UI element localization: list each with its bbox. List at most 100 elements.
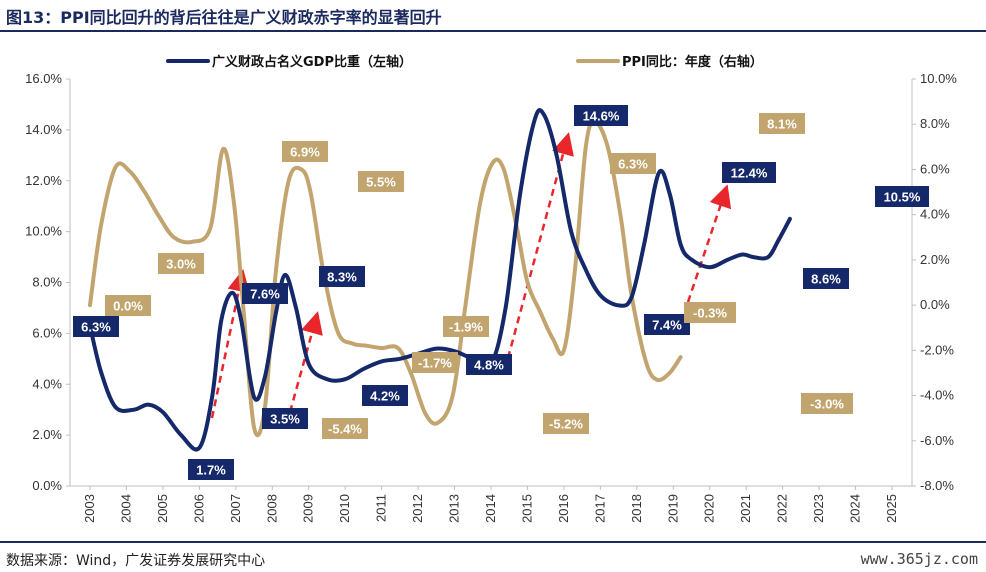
data-label: 8.6%	[803, 268, 849, 289]
data-label-box	[722, 162, 776, 183]
data-label-text: 3.5%	[270, 412, 300, 427]
trend-arrow	[506, 132, 574, 359]
x-tick-label: 2011	[374, 494, 389, 522]
data-label-text: 0.0%	[113, 299, 143, 314]
data-label: 7.4%	[644, 314, 690, 335]
data-label-text: 12.4%	[731, 166, 768, 181]
data-label: 6.9%	[282, 141, 328, 162]
data-label: -5.2%	[543, 413, 589, 434]
data-label-text: -1.9%	[449, 320, 483, 335]
x-tick-label: 2004	[118, 494, 133, 523]
data-label-text: 3.0%	[166, 257, 196, 272]
data-label-box	[759, 113, 805, 134]
legend-label-left: 广义财政占名义GDP比重（左轴）	[212, 54, 412, 70]
y-right-tick-label: 8.0%	[920, 116, 950, 131]
y-right-tick-label: 6.0%	[920, 161, 950, 176]
data-label: -1.9%	[443, 316, 489, 337]
x-tick-label: 2009	[301, 494, 316, 523]
data-label-box	[803, 268, 849, 289]
chart-legend: 广义财政占名义GDP比重（左轴） PPI同比：年度（右轴）	[166, 54, 763, 70]
data-label: 3.5%	[262, 408, 308, 429]
data-label-text: 1.7%	[196, 463, 226, 478]
y-left-tick-label: 6.0%	[32, 325, 62, 340]
data-label-box	[358, 171, 404, 192]
data-label-text: 6.3%	[81, 320, 111, 335]
data-label-box	[412, 352, 458, 373]
x-tick-label: 2008	[264, 494, 279, 523]
data-label: 6.3%	[610, 153, 656, 174]
data-label-box	[875, 186, 929, 207]
data-label-text: -5.4%	[328, 422, 362, 437]
y-right-tick-label: 2.0%	[920, 252, 950, 267]
x-tick-label: 2012	[410, 494, 425, 523]
x-tick-label: 2013	[447, 494, 462, 523]
trend-arrow	[686, 184, 732, 303]
data-label-box	[282, 141, 328, 162]
series-line-ppi	[88, 120, 683, 438]
data-label-text: -0.3%	[693, 306, 727, 321]
x-tick-label: 2005	[155, 494, 170, 523]
top-divider	[0, 30, 986, 32]
data-label: -0.3%	[684, 302, 736, 323]
watermark: www.365jz.com	[860, 550, 978, 568]
legend-label-right: PPI同比：年度（右轴）	[622, 54, 763, 70]
x-tick-label: 2017	[592, 494, 607, 523]
data-label: 6.3%	[73, 316, 119, 337]
data-label-text: 6.9%	[290, 145, 320, 160]
x-tick-label: 2023	[811, 494, 826, 523]
y-right-tick-label: 0.0%	[920, 297, 950, 312]
data-label-box	[319, 266, 365, 287]
y-left-tick-label: 10.0%	[25, 224, 62, 239]
y-left-tick-label: 2.0%	[32, 427, 62, 442]
data-label-box	[574, 105, 628, 126]
data-label: 10.5%	[875, 186, 929, 207]
data-label-box	[644, 314, 690, 335]
data-label-text: 8.6%	[811, 272, 841, 287]
data-label-box	[466, 354, 512, 375]
data-label-text: 4.2%	[370, 389, 400, 404]
data-label-text: 7.6%	[250, 287, 280, 302]
data-label-text: 7.4%	[652, 318, 682, 333]
data-label: 4.8%	[466, 354, 512, 375]
data-label-text: 4.8%	[474, 358, 504, 373]
data-label: 4.2%	[362, 385, 408, 406]
data-label-box	[105, 295, 151, 316]
data-label-box	[801, 393, 853, 414]
y-left-tick-label: 4.0%	[32, 376, 62, 391]
data-label-box	[262, 408, 308, 429]
x-tick-label: 2019	[665, 494, 680, 523]
data-label: 7.6%	[242, 283, 288, 304]
x-tick-label: 2024	[848, 494, 863, 523]
y-right-tick-label: -8.0%	[920, 478, 954, 493]
trend-arrows	[210, 132, 732, 419]
trend-arrow	[288, 311, 323, 413]
x-tick-label: 2020	[702, 494, 717, 523]
data-label-text: -3.0%	[810, 397, 844, 412]
x-tick-label: 2025	[884, 494, 899, 523]
data-label: -5.4%	[322, 418, 368, 439]
data-label: 5.5%	[358, 171, 404, 192]
data-label-text: 8.1%	[767, 117, 797, 132]
y-right-tick-label: 10.0%	[920, 71, 957, 86]
data-label-text: -1.7%	[418, 356, 452, 371]
x-tick-label: 2015	[519, 494, 534, 523]
data-label-box	[158, 253, 204, 274]
data-label-box	[543, 413, 589, 434]
data-label-box	[322, 418, 368, 439]
data-label: -1.7%	[412, 352, 458, 373]
data-label-text: 6.3%	[618, 157, 648, 172]
chart-canvas: 0.0% 2.0% 4.0% 6.0% 8.0% 10.0% 12.0% 14.0% 16.0%…	[25, 54, 957, 523]
data-label-box	[242, 283, 288, 304]
x-tick-label: 2006	[191, 494, 206, 523]
bottom-divider	[0, 541, 986, 543]
y-right-tick-label: -6.0%	[920, 433, 954, 448]
x-tick-label: 2014	[483, 494, 498, 523]
data-label: -3.0%	[801, 393, 853, 414]
y-left-tick-label: 0.0%	[32, 478, 62, 493]
x-tick-label: 2018	[629, 494, 644, 523]
y-right-tick-label: -4.0%	[920, 388, 954, 403]
source-note: 数据来源：Wind，广发证券发展研究中心	[6, 553, 266, 569]
y-left-tick-label: 14.0%	[25, 122, 62, 137]
series-line-fiscal	[88, 108, 792, 452]
data-label-text: 14.6%	[583, 109, 620, 124]
